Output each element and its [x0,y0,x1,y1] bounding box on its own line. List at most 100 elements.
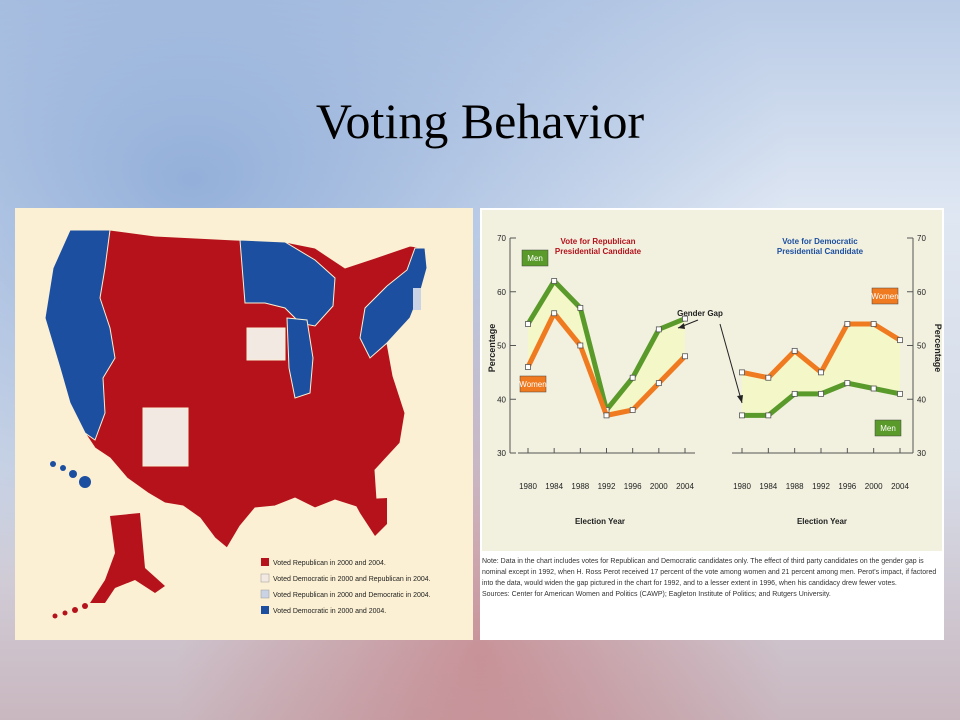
dem-series-label-men: Men [880,424,896,433]
rep-y-tick-label: 30 [497,449,506,458]
legend-label-republican: Voted Republican in 2000 and 2004. [273,560,386,567]
map-new-mexico [142,407,189,467]
rep-y-tick-label: 70 [497,234,506,243]
rep-chart-title-line1: Vote for Republican [561,237,636,246]
map-legend: Voted Republican in 2000 and 2004. Voted… [260,558,431,615]
rep-series-label-box-men [521,249,549,267]
dem-chart-titles: Vote for Democratic Presidential Candida… [777,237,943,526]
chart-sources-text: Sources: Center for American Women and P… [482,591,831,598]
rep-point-women [577,342,584,349]
rep-x-tick-label: 2000 [650,482,668,491]
rep-y-axis-label: Percentage [487,324,497,373]
rep-chart-title-line2: Presidential Candidate [555,247,642,256]
dem-point-men [818,390,824,397]
dem-y-tick-label: 60 [917,288,926,297]
dem-point-women [870,321,877,327]
dem-point-women [791,347,798,354]
dem-x-tick-label: 2004 [891,482,909,491]
dem-series-label-box-men [874,419,902,437]
dem-chart-title-line2: Presidential Candidate [777,247,864,256]
legend-swatch-dem-then-rep [260,573,270,583]
dem-y-axis-label: Percentage [933,324,943,373]
dem-y-tick-label: 70 [917,234,926,243]
rep-gender-gap-area [528,281,685,416]
gender-gap-arrowhead-right [737,395,743,403]
dem-series-label-women: Women [871,292,898,301]
dem-chart-title-line1: Vote for Democratic [782,237,858,246]
map-new-hampshire [413,288,421,310]
dem-point-men [844,380,851,387]
rep-x-tick-label: 1988 [571,482,589,491]
dem-point-men [897,390,903,397]
legend-label-democratic: Voted Democratic in 2000 and 2004. [273,608,386,615]
map-alaska-islands [52,603,88,619]
rep-x-axis-label: Election Year [575,517,625,526]
gender-gap-arrowhead-left [678,323,685,329]
dem-y-tick-label: 30 [917,449,926,458]
rep-point-women [603,412,610,419]
dem-series-label-box-women [871,287,899,305]
gender-gap-arrow-right [719,323,743,404]
rep-x-tick-label: 2004 [676,482,694,491]
rep-point-women [551,310,558,317]
rep-point-men [577,304,584,311]
dem-point-women [765,374,772,381]
map-northeast-democratic [359,247,428,359]
map-alaska-republican [90,513,165,603]
dem-x-tick-label: 1984 [759,482,777,491]
map-iowa [246,327,286,361]
dem-x-tick-label: 2000 [865,482,883,491]
dem-x-axis-label: Election Year [797,517,847,526]
rep-point-men [682,315,688,322]
rep-x-tick-label: 1980 [519,482,537,491]
map-florida [353,498,387,536]
rep-chart-titles: Vote for Republican Presidential Candida… [487,237,642,526]
rep-x-tick-label: 1996 [624,482,642,491]
dem-point-men [791,390,798,397]
rep-point-women [629,407,636,413]
dem-point-men [739,412,745,419]
rep-y-tick-label: 60 [497,288,506,297]
rep-point-men [551,278,558,284]
chart-note: Note: Data in the chart includes votes f… [482,556,940,600]
dem-point-women [844,321,851,327]
dem-x-tick-label: 1988 [786,482,804,491]
rep-point-women [525,364,531,370]
dem-x-tick-label: 1996 [838,482,856,491]
dem-point-men [765,412,772,419]
dem-point-women [739,369,745,376]
rep-y-tick-label: 40 [497,395,506,404]
chart-note-text: Note: Data in the chart includes votes f… [482,558,937,587]
dem-point-women [897,337,903,344]
rep-y-tick-label: 50 [497,342,506,351]
legend-swatch-democratic [261,606,269,614]
rep-point-women [682,353,688,360]
rep-point-men [655,326,662,333]
slide-title: Voting Behavior [315,93,645,149]
legend-label-dem-then-rep: Voted Democratic in 2000 and Republican … [273,576,431,583]
gender-gap-label: Gender Gap [677,309,723,318]
gender-gap-chart-panel: Vote for Republican Presidential Candida… [480,208,944,640]
legend-swatch-republican [261,558,269,566]
legend-swatch-rep-then-dem [260,589,270,599]
rep-series-label-women: Women [519,380,546,389]
dem-x-tick-label: 1992 [812,482,830,491]
us-election-map: Voted Republican in 2000 and 2004. Voted… [15,208,473,640]
rep-point-women [655,380,662,387]
rep-series-label-box-women [519,375,547,393]
rep-x-tick-label: 1992 [598,482,616,491]
dem-point-women [818,369,824,376]
rep-series-label-men: Men [527,254,543,263]
dem-gender-gap-area [742,324,900,416]
gender-gap-chart: Vote for Republican Presidential Candida… [482,210,943,551]
map-illinois-democratic [286,317,314,399]
map-west-coast-democratic [44,229,116,441]
dem-y-tick-label: 50 [917,342,926,351]
legend-label-rep-then-dem: Voted Republican in 2000 and Democratic … [273,592,431,599]
rep-point-men [525,321,531,327]
rep-x-tick-label: 1984 [545,482,563,491]
rep-point-men [629,374,636,381]
dem-point-men [870,385,877,392]
dem-x-tick-label: 1980 [733,482,751,491]
dem-y-tick-label: 40 [917,395,926,404]
